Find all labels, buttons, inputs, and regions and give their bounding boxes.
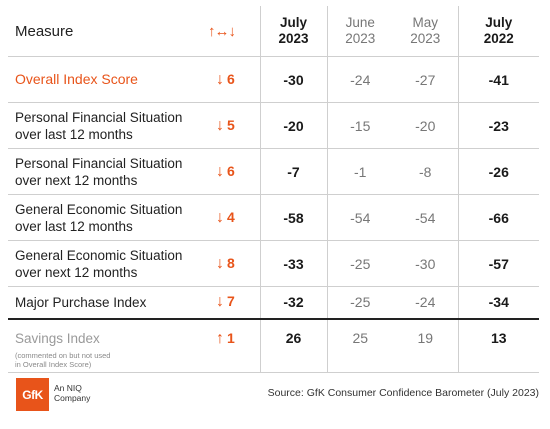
value-may-2023: -20 xyxy=(393,102,458,149)
value-may-2023: -54 xyxy=(393,194,458,241)
savings-label: Savings Index (commented on but not used… xyxy=(8,318,206,373)
gfk-tagline: An NIQ Company xyxy=(54,383,91,403)
value-may-2023: -24 xyxy=(393,286,458,320)
col-header-july-2022: July 2022 xyxy=(457,6,539,57)
value-july-2023: -7 xyxy=(259,148,328,195)
value-june-2023: 25 xyxy=(327,318,393,373)
value-may-2023: -30 xyxy=(393,240,458,287)
value-june-2023: -15 xyxy=(327,102,393,149)
savings-row: Savings Index (commented on but not used… xyxy=(8,318,539,373)
value-july-2023: -58 xyxy=(259,194,328,241)
value-july-2022: 13 xyxy=(457,318,539,373)
row-label: General Economic Situation over last 12 m… xyxy=(8,194,206,241)
change-cell: ↓ 7 xyxy=(206,286,260,320)
change-cell: ↑ 1 xyxy=(206,318,260,373)
arrow-down-icon: ↓ xyxy=(216,293,224,311)
arrow-down-icon: ↓ xyxy=(216,70,224,88)
row-label: Overall Index Score xyxy=(8,56,206,103)
value-june-2023: -24 xyxy=(327,56,393,103)
col-header-may-2023: May 2023 xyxy=(393,6,458,57)
savings-note: (commented on but not used in Overall Ind… xyxy=(15,350,111,369)
value-june-2023: -25 xyxy=(327,240,393,287)
value-july-2023: -32 xyxy=(259,286,328,320)
col-header-july-2023: July 2023 xyxy=(259,6,328,57)
value-july-2023: -30 xyxy=(259,56,328,103)
change-cell: ↓ 6 xyxy=(206,148,260,195)
value-may-2023: -27 xyxy=(393,56,458,103)
value-july-2023: -20 xyxy=(259,102,328,149)
arrow-down-icon: ↓ xyxy=(216,254,224,272)
value-may-2023: 19 xyxy=(393,318,458,373)
change-cell: ↓ 8 xyxy=(206,240,260,287)
row-label: Personal Financial Situation over last 12… xyxy=(8,102,206,149)
value-july-2022: -66 xyxy=(457,194,539,241)
arrow-up-icon: ↑ xyxy=(216,329,224,347)
value-june-2023: -54 xyxy=(327,194,393,241)
change-cell: ↓ 4 xyxy=(206,194,260,241)
table-row: Personal Financial Situation over next 12… xyxy=(8,148,539,195)
arrow-down-icon: ↓ xyxy=(216,116,224,134)
arrow-down-icon: ↓ xyxy=(216,208,224,226)
col-header-june-2023: June 2023 xyxy=(327,6,393,57)
change-cell: ↓ 5 xyxy=(206,102,260,149)
row-label: Major Purchase Index xyxy=(8,286,206,320)
table-row: General Economic Situation over last 12 m… xyxy=(8,194,539,241)
value-july-2023: -33 xyxy=(259,240,328,287)
value-july-2023: 26 xyxy=(259,318,328,373)
table-row: Overall Index Score ↓ 6 -30 -24 -27 -41 xyxy=(8,56,539,103)
value-july-2022: -34 xyxy=(457,286,539,320)
table-header-row: Measure ↑↔↓ July 2023 June 2023 May 2023 Ju… xyxy=(8,6,539,57)
gfk-logo: GfK xyxy=(16,378,49,411)
value-june-2023: -25 xyxy=(327,286,393,320)
arrow-down-icon: ↓ xyxy=(216,162,224,180)
change-arrows-icon: ↑↔↓ xyxy=(206,6,260,57)
table-row: Personal Financial Situation over last 12… xyxy=(8,102,539,149)
value-july-2022: -57 xyxy=(457,240,539,287)
value-may-2023: -8 xyxy=(393,148,458,195)
value-june-2023: -1 xyxy=(327,148,393,195)
source-note: Source: GfK Consumer Confidence Baromete… xyxy=(267,387,539,399)
value-july-2022: -41 xyxy=(457,56,539,103)
measure-header: Measure xyxy=(8,6,206,57)
table-row: Major Purchase Index ↓ 7 -32 -25 -24 -34 xyxy=(8,286,539,320)
value-july-2022: -26 xyxy=(457,148,539,195)
consumer-confidence-table: Measure ↑↔↓ July 2023 June 2023 May 2023 Ju… xyxy=(8,6,539,373)
value-july-2022: -23 xyxy=(457,102,539,149)
change-cell: ↓ 6 xyxy=(206,56,260,103)
table-row: General Economic Situation over next 12 m… xyxy=(8,240,539,287)
row-label: General Economic Situation over next 12 m… xyxy=(8,240,206,287)
row-label: Personal Financial Situation over next 12… xyxy=(8,148,206,195)
